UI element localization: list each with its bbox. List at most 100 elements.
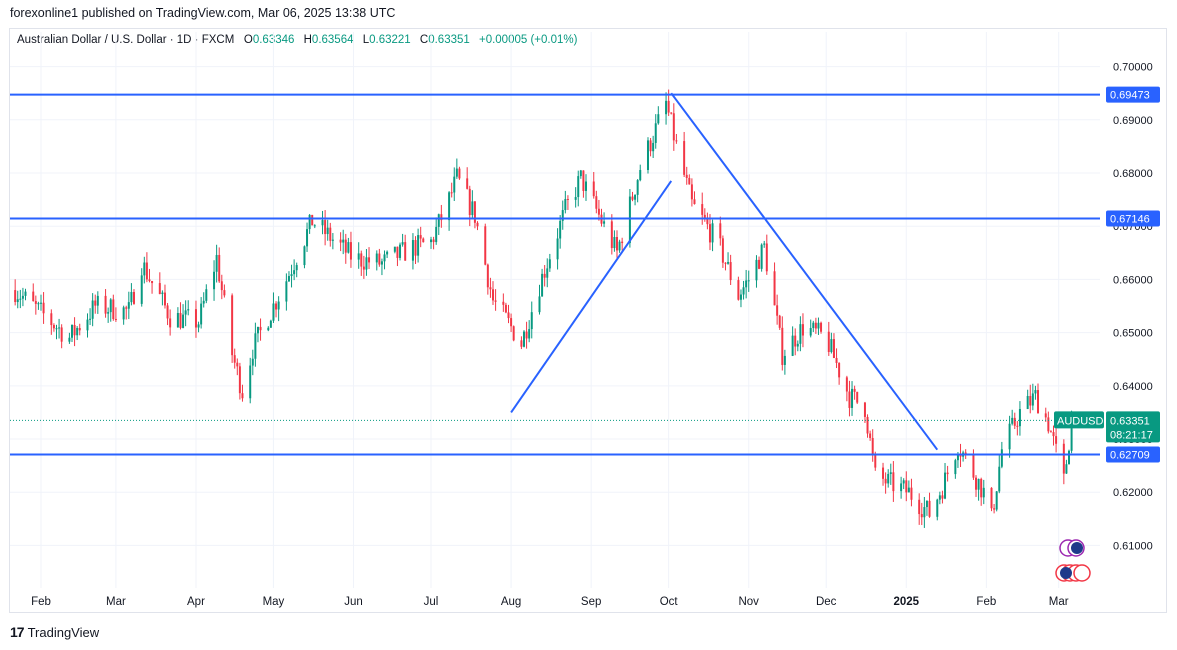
legend-symbol[interactable]: Australian Dollar / U.S. Dollar · 1D · F…: [17, 34, 235, 46]
candle-body: [577, 176, 580, 198]
candle-body: [176, 312, 179, 328]
candle-body: [94, 300, 97, 306]
candle-body: [964, 452, 967, 454]
candle-body: [437, 214, 440, 227]
candle-body: [758, 259, 761, 269]
tradingview-brand[interactable]: 17 TradingView: [10, 624, 99, 640]
candle-body: [634, 194, 637, 200]
last-price-label: 0.63351: [1110, 415, 1150, 427]
candle-body: [510, 318, 513, 327]
candle-body: [344, 239, 347, 253]
candle-body: [938, 495, 941, 500]
level-price-label: 0.67146: [1110, 213, 1150, 225]
candle-body: [365, 257, 368, 270]
candle-body: [417, 235, 420, 256]
candle-body: [796, 343, 799, 347]
candle-body: [414, 240, 417, 256]
candle-body: [866, 416, 869, 434]
candle-body: [202, 300, 205, 304]
candle-body: [404, 242, 407, 261]
candle-body: [1008, 423, 1011, 450]
candle-body: [399, 244, 402, 258]
candle-body: [308, 214, 311, 230]
candle-body: [432, 239, 435, 243]
y-tick-label: 0.64000: [1113, 381, 1153, 393]
candle-body: [747, 280, 750, 282]
candle-body: [980, 478, 983, 498]
candle-body: [272, 303, 275, 321]
candle-body: [990, 487, 993, 509]
y-tick-label: 0.62000: [1113, 487, 1153, 499]
candle-body: [667, 100, 670, 113]
candle-body: [548, 259, 551, 269]
candle-body: [959, 455, 962, 457]
legend-change: +0.00005 (+0.01%): [478, 34, 578, 46]
chart-frame: [9, 28, 1167, 613]
candle-body: [375, 253, 378, 263]
candle-body: [657, 114, 660, 124]
candle-body: [489, 287, 492, 290]
candle-body: [595, 196, 598, 209]
candle-body: [331, 239, 334, 241]
candle-body: [368, 257, 371, 263]
x-tick-label: Jul: [424, 596, 439, 608]
candle-body: [925, 500, 928, 508]
candle-body: [995, 491, 998, 510]
candle-body: [848, 391, 851, 408]
candle-body: [453, 176, 456, 193]
candle-body: [574, 197, 577, 200]
y-tick-label: 0.69000: [1113, 115, 1153, 127]
candle-body: [107, 312, 110, 314]
candle-body: [1013, 417, 1016, 426]
candle-body: [1044, 413, 1047, 418]
candle-body: [851, 388, 854, 408]
candle-body: [290, 274, 293, 277]
candle-body: [494, 300, 497, 302]
au-flag-icon: [1071, 542, 1083, 554]
candle-body: [277, 301, 280, 310]
candle-body: [1070, 418, 1073, 451]
candle-body: [652, 142, 655, 152]
candle-body: [1018, 409, 1021, 427]
candle-body: [830, 339, 833, 353]
candle-body: [936, 499, 939, 517]
candle-body: [956, 455, 959, 461]
legend-low-label: L: [362, 34, 370, 46]
x-tick-label: Apr: [187, 596, 205, 608]
candle-body: [845, 377, 848, 392]
candle-body: [882, 467, 885, 479]
candle-body: [349, 242, 352, 260]
candle-body: [910, 487, 913, 500]
candle-body: [690, 184, 693, 200]
candle-body: [688, 177, 691, 185]
candle-body: [592, 181, 595, 197]
candle-body: [471, 201, 474, 216]
candle-body: [874, 453, 877, 468]
candle-body: [724, 262, 727, 264]
x-tick-label: Oct: [660, 596, 679, 608]
candle-body: [473, 201, 476, 223]
candle-body: [1029, 396, 1032, 406]
candle-body: [564, 198, 567, 211]
candle-body: [259, 326, 262, 331]
candle-body: [380, 261, 383, 265]
candle-body: [928, 500, 931, 517]
candle-body: [543, 273, 546, 278]
candle-body: [313, 225, 316, 227]
candle-body: [161, 292, 164, 295]
candle-body: [579, 170, 582, 177]
candle-body: [197, 324, 200, 328]
candle-body: [34, 301, 37, 304]
candle-body: [755, 259, 758, 281]
candle-body: [528, 329, 531, 339]
x-tick-label: Mar: [1049, 596, 1069, 608]
candle-body: [422, 238, 425, 243]
candle-body: [884, 478, 887, 484]
candle-body: [982, 487, 985, 498]
candle-body: [1031, 393, 1034, 406]
candle-body: [827, 331, 830, 353]
y-tick-label: 0.68000: [1113, 168, 1153, 180]
candle-body: [1049, 431, 1052, 433]
candle-body: [812, 322, 815, 329]
